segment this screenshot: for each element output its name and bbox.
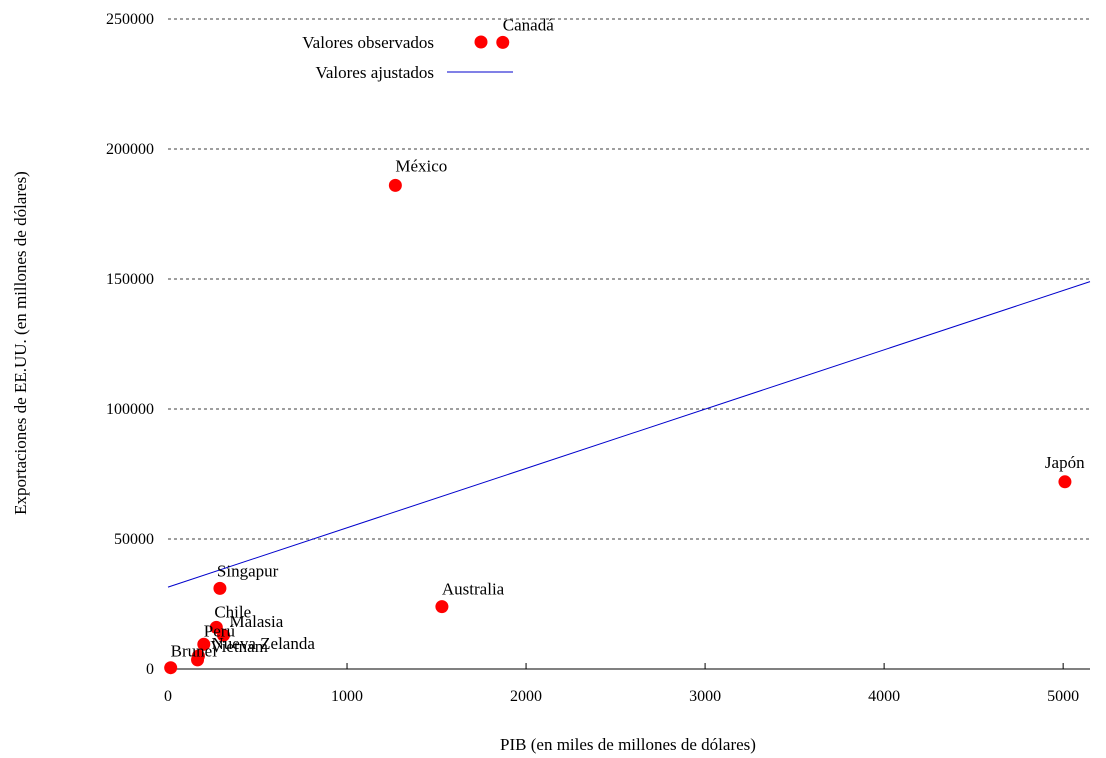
x-tick-label: 3000 — [689, 688, 721, 705]
point-label: Australia — [442, 580, 505, 599]
grid — [168, 18, 1090, 540]
point-label: Perú — [204, 621, 236, 640]
point-label: Chile — [214, 602, 251, 621]
legend: Valores observados Valores ajustados — [302, 33, 513, 82]
point-label: Japón — [1045, 453, 1085, 472]
y-axis-label: Exportaciones de EE.UU. (en millones de … — [11, 171, 30, 515]
point-label: Vietnam — [210, 637, 268, 656]
y-tick-label: 150000 — [106, 271, 154, 288]
data-point — [496, 35, 510, 49]
fitted-line-path — [167, 281, 1091, 588]
x-tick-label: 4000 — [868, 688, 900, 705]
x-tick-label: 5000 — [1047, 688, 1079, 705]
data-point — [164, 661, 178, 675]
data-point — [213, 581, 227, 595]
data-point — [216, 628, 230, 642]
point-labels: Canadá México Japón Australia Singapur ChileM… — [171, 15, 1085, 660]
point-label: Nueva Zelanda — [212, 634, 316, 653]
fitted-line — [167, 281, 1091, 588]
y-tick-label: 200000 — [106, 141, 154, 158]
x-tick-label: 2000 — [510, 688, 542, 705]
axes — [167, 663, 1090, 670]
x-tick-label: 0 — [164, 688, 172, 705]
point-label: Brunei — [171, 642, 218, 661]
data-point — [1058, 475, 1072, 489]
y-tick-label: 250000 — [106, 11, 154, 28]
x-tick-label: 1000 — [331, 688, 363, 705]
data-points — [164, 35, 1072, 675]
point-label: Malasia — [229, 612, 283, 631]
x-axis-label: PIB (en miles de millones de dólares) — [500, 735, 756, 754]
legend-label-fitted: Valores ajustados — [315, 63, 434, 82]
data-point — [191, 653, 205, 667]
y-tick-label: 50000 — [114, 531, 154, 548]
y-tick-label: 0 — [146, 661, 154, 678]
point-label: Singapur — [217, 561, 279, 580]
point-label: Canadá — [503, 15, 554, 34]
tick-labels: 0 50000 100000 150000 200000 250000 0 1000 2000 3… — [106, 11, 1079, 705]
data-point — [197, 637, 211, 651]
data-point — [435, 600, 449, 614]
point-label: México — [395, 156, 447, 175]
y-tick-label: 100000 — [106, 401, 154, 418]
legend-marker-observed — [474, 35, 488, 49]
legend-label-observed: Valores observados — [302, 33, 434, 52]
data-point — [388, 178, 402, 192]
